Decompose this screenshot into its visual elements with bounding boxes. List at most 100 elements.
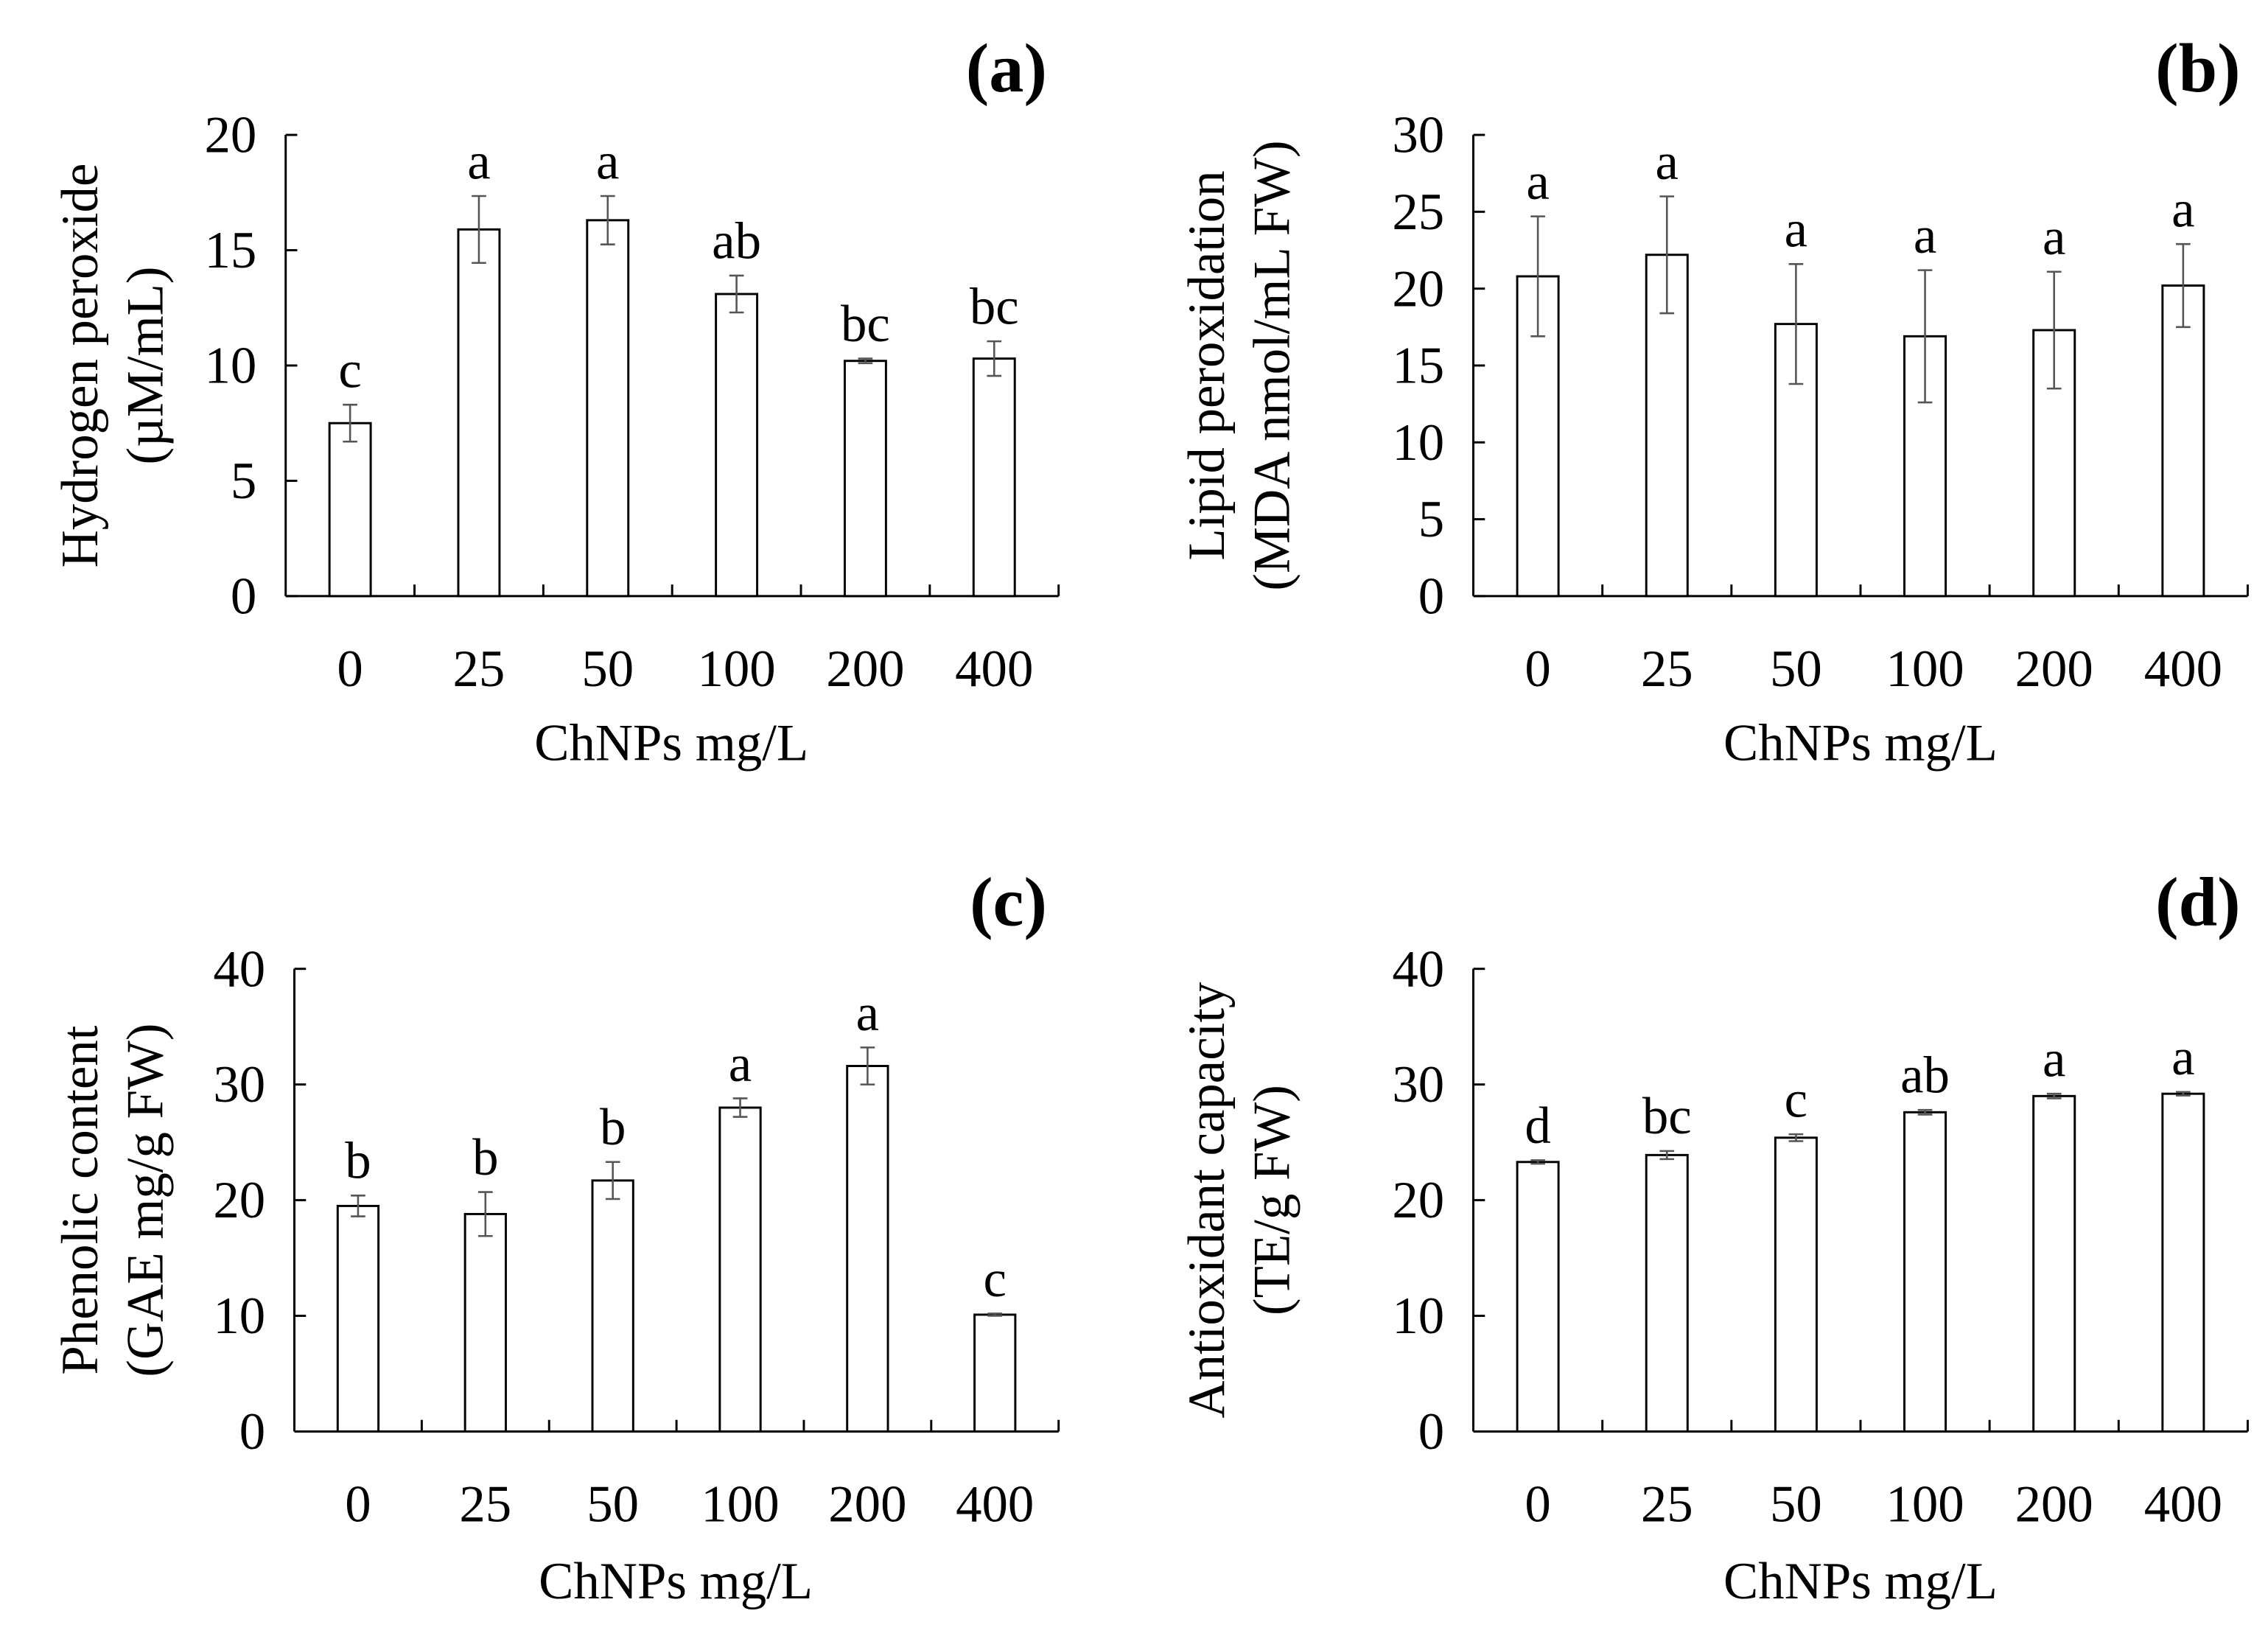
significance-letter: ab (712, 212, 761, 270)
x-tick-label: 200 (2015, 640, 2093, 698)
bar (586, 219, 630, 598)
x-tick-label: 0 (345, 1475, 371, 1533)
y-tick-label: 0 (1418, 1403, 1444, 1461)
x-tick-label: 25 (453, 640, 505, 698)
x-tick-label: 50 (1770, 1475, 1822, 1533)
bar (2161, 1092, 2205, 1433)
panel-label: (b) (2155, 30, 2240, 107)
y-tick-label: 10 (1392, 414, 1444, 472)
x-tick-label: 200 (826, 640, 904, 698)
bar (843, 360, 887, 598)
bar (715, 293, 759, 598)
y-tick-label: 30 (1392, 107, 1444, 164)
y-tick-label: 0 (231, 568, 256, 626)
significance-letter: a (2171, 1029, 2194, 1086)
x-tick-label: 25 (1641, 1475, 1693, 1533)
x-tick-label: 25 (1641, 640, 1693, 698)
significance-letter: a (1526, 153, 1549, 211)
x-tick-label: 50 (587, 1475, 639, 1533)
bar (1774, 1136, 1818, 1433)
x-tick-label: 100 (697, 640, 775, 698)
y-axis-label: Lipid peroxidation (1178, 170, 1236, 560)
x-tick-label: 400 (2144, 1475, 2222, 1533)
y-tick-label: 40 (1392, 940, 1444, 998)
bar (972, 357, 1016, 598)
y-tick-label: 20 (1392, 1172, 1444, 1229)
significance-letter: b (600, 1099, 626, 1156)
x-tick-label: 100 (1886, 1475, 1964, 1533)
bar (463, 1212, 507, 1433)
bar (1903, 1111, 1947, 1433)
y-tick-label: 30 (1392, 1056, 1444, 1114)
significance-letter: bc (970, 279, 1019, 336)
panel-label: (d) (2155, 864, 2240, 941)
y-tick-label: 0 (239, 1403, 265, 1461)
y-tick-label: 10 (205, 338, 257, 395)
significance-letter: c (984, 1251, 1007, 1308)
y-tick-label: 40 (213, 940, 265, 998)
x-tick-label: 0 (337, 640, 363, 698)
significance-letter: c (338, 342, 361, 399)
x-axis-label: ChNPs mg/L (539, 1553, 813, 1610)
y-axis-label: (TE/g FW) (1244, 1085, 1301, 1315)
significance-letter: a (596, 133, 619, 190)
x-tick-label: 100 (701, 1475, 779, 1533)
x-axis-label: ChNPs mg/L (534, 714, 808, 772)
y-axis-label: Hydrogen peroxide (52, 164, 109, 568)
x-tick-label: 0 (1525, 1475, 1550, 1533)
significance-letter: a (1785, 201, 1807, 259)
y-tick-label: 5 (231, 452, 256, 510)
x-tick-label: 400 (955, 640, 1033, 698)
bar (846, 1065, 889, 1433)
x-axis-label: ChNPs mg/L (1723, 714, 1998, 772)
x-tick-label: 100 (1886, 640, 1964, 698)
bar (2032, 1094, 2076, 1433)
panel-b: (b) 0 5 10 15 20 25 30 a 0 a 25 a 50 a 100 a 200 a 400 ChNPs… (1178, 30, 2249, 772)
panel-label: (a) (966, 30, 1047, 107)
panel-c: (c) 0 10 20 30 40 b 0 b 25 b 50 a 100 a 200 c 400 ChNPs mg… (52, 864, 1060, 1610)
bar (328, 422, 372, 598)
bar (973, 1313, 1017, 1433)
y-tick-label: 5 (1418, 491, 1444, 548)
bar (1645, 1153, 1689, 1433)
y-tick-label: 20 (1392, 260, 1444, 318)
y-axis-label: (GAE mg/g FW) (116, 1024, 174, 1377)
y-tick-label: 10 (213, 1287, 265, 1345)
significance-letter: a (2171, 181, 2194, 239)
x-tick-label: 400 (956, 1475, 1034, 1533)
significance-letter: a (1656, 133, 1679, 191)
y-tick-label: 25 (1392, 183, 1444, 241)
significance-letter: bc (1642, 1088, 1692, 1145)
y-tick-label: 20 (213, 1172, 265, 1229)
y-axis-label: Phenolic content (52, 1025, 109, 1374)
significance-letter: ab (1900, 1047, 1950, 1105)
y-tick-label: 10 (1392, 1287, 1444, 1345)
significance-letter: a (467, 133, 490, 190)
panel-a: (a) 0 5 10 15 20 c 0 a 25 a 50 ab 100 bc 200 bc 400 ChNPs … (52, 30, 1060, 772)
panel-label: (c) (970, 864, 1047, 941)
y-tick-label: 0 (1418, 568, 1444, 626)
significance-letter: bc (841, 296, 890, 353)
significance-letter: a (2043, 1031, 2065, 1088)
y-tick-label: 15 (205, 222, 257, 279)
significance-letter: a (729, 1035, 752, 1093)
x-tick-label: 200 (2015, 1475, 2093, 1533)
x-tick-label: 25 (459, 1475, 511, 1533)
x-axis-label: ChNPs mg/L (1723, 1553, 1998, 1610)
significance-letter: a (2043, 209, 2065, 266)
y-axis-label: Antioxidant capacity (1178, 982, 1236, 1419)
significance-letter: b (345, 1133, 371, 1190)
x-tick-label: 200 (828, 1475, 906, 1533)
significance-letter: b (472, 1129, 498, 1186)
y-axis-label: (µM/mL) (116, 266, 174, 464)
x-tick-label: 400 (2144, 640, 2222, 698)
y-tick-label: 15 (1392, 338, 1444, 395)
significance-letter: a (1914, 207, 1936, 265)
panel-d: (d) 0 10 20 30 40 d 0 bc 25 c 50 ab 100 a 200 a 400 ChNPs … (1178, 864, 2249, 1610)
bar (591, 1179, 634, 1433)
x-tick-label: 50 (1770, 640, 1822, 698)
bar (1516, 1161, 1560, 1433)
bar (336, 1204, 380, 1433)
bar (457, 228, 501, 598)
